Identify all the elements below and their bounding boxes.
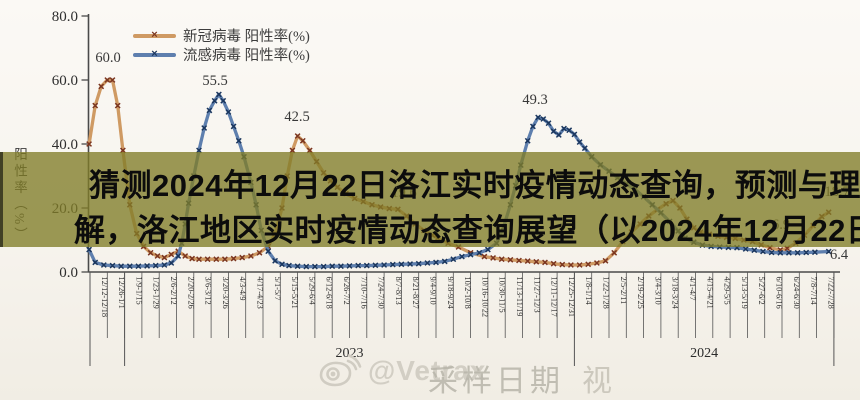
x-date-label: 6/24-6/30 (792, 277, 801, 309)
x-date-label: 4/29-5/5 (723, 277, 732, 305)
y-tick-label: 40.0 (52, 137, 78, 153)
x-date-label: 4/1-4/7 (688, 277, 697, 301)
x-date-label: 1/22-1/28 (601, 277, 610, 309)
weibo-watermark: @Vetrax (318, 354, 486, 388)
point-label: 42.5 (284, 109, 309, 125)
x-date-label: 3/4-3/10 (653, 277, 662, 305)
y-tick-label: 0.0 (59, 265, 78, 281)
x-date-label: 10/2-10/8 (463, 277, 472, 309)
x-date-label: 7/24-7/30 (377, 277, 386, 309)
x-date-label: 1/23-1/29 (152, 277, 161, 309)
weibo-eye-icon (319, 354, 362, 387)
x-date-label: 9/4-9/10 (428, 277, 437, 305)
y-tick-label: 80.0 (52, 9, 78, 25)
overlay-headline-line2: 解，洛江地区实时疫情动态查询展望（以2024年12月22日 (74, 213, 860, 248)
point-label: 55.5 (202, 73, 227, 89)
x-date-label: 4/15-4/21 (705, 277, 714, 309)
x-date-label: 5/1-5/7 (273, 277, 282, 301)
x-date-label: 6/10-6/16 (774, 277, 783, 309)
x-date-label: 6/12-6/18 (325, 277, 334, 309)
x-date-label: 1/9-1/15 (134, 277, 143, 305)
overlay-headline-line1: 猜测2024年12月22日洛江实时疫情动态查询，预测与理 (89, 168, 860, 203)
x-date-label: 5/13-5/19 (740, 277, 749, 309)
title-overlay-band (0, 152, 860, 247)
year-label: 2023 (336, 346, 364, 361)
x-date-label: 8/7-8/13 (394, 277, 403, 305)
x-date-label: 5/29-6/4 (307, 277, 316, 306)
x-date-label: 1/8-1/14 (584, 277, 593, 306)
x-date-label: 7/22-7/28 (826, 277, 835, 309)
x-date-label: 12/11-12/17 (550, 277, 559, 317)
x-date-label: 9/18-9/24 (446, 277, 455, 310)
point-label: 49.3 (522, 92, 547, 108)
flu-line-sample: × (133, 48, 176, 59)
watermark-handle: @Vetrax (368, 355, 487, 386)
x-date-label: 4/3-4/9 (238, 277, 247, 301)
x-date-label: 4/17-4/23 (255, 277, 264, 309)
x-date-label: 3/6-3/12 (204, 277, 213, 305)
x-marker-icon: × (151, 47, 158, 60)
x-date-label: 11/27-12/3 (532, 277, 541, 313)
x-date-label: 7/8-7/14 (809, 277, 818, 306)
x-date-label: 3/20-3/26 (221, 277, 230, 309)
legend-label-flu: 流感病毒 阳性率(%) (183, 48, 310, 64)
x-date-label: 10/30-11/5 (498, 277, 507, 313)
watermark-extra-glyph: 视 (582, 365, 612, 398)
x-date-label: 2/20-2/26 (186, 277, 195, 309)
x-date-label: 12/12-12/18 (100, 277, 109, 318)
y-tick-label: 60.0 (52, 73, 78, 89)
band-left-edge (0, 152, 3, 247)
x-date-label: 8/21-8/27 (411, 277, 420, 309)
x-date-label: 2/5-2/11 (619, 277, 628, 305)
covid-line-sample: × (133, 29, 176, 40)
year-label: 2024 (690, 346, 718, 361)
legend-entry-covid: × 新冠病毒 阳性率(%) (133, 27, 310, 45)
x-date-label: 10/16-10/22 (480, 277, 489, 318)
x-date-label: 6/26-7/2 (342, 277, 351, 305)
x-marker-icon: × (151, 28, 158, 41)
x-date-label: 2/19-2/25 (636, 277, 645, 309)
x-axis-title: 采样日期 (428, 365, 564, 398)
x-date-label: 3/18-3/24 (671, 277, 680, 310)
x-date-label: 12/25-12/31 (567, 277, 576, 318)
chart-legend: × 新冠病毒 阳性率(%) × 流感病毒 阳性率(%) (133, 27, 310, 65)
x-date-label: 5/27-6/2 (757, 277, 766, 305)
legend-label-covid: 新冠病毒 阳性率(%) (183, 29, 310, 45)
x-date-label: 12/26-1/1 (117, 277, 126, 309)
x-date-label: 11/13-11/19 (515, 277, 524, 317)
legend-entry-flu: × 流感病毒 阳性率(%) (133, 46, 310, 64)
point-label: 60.0 (95, 50, 120, 66)
point-label: 6.4 (830, 247, 849, 263)
x-date-label: 2/6-2/12 (169, 277, 178, 305)
x-date-label: 7/10-7/16 (359, 277, 368, 309)
x-date-label: 5/15-5/21 (290, 277, 299, 309)
